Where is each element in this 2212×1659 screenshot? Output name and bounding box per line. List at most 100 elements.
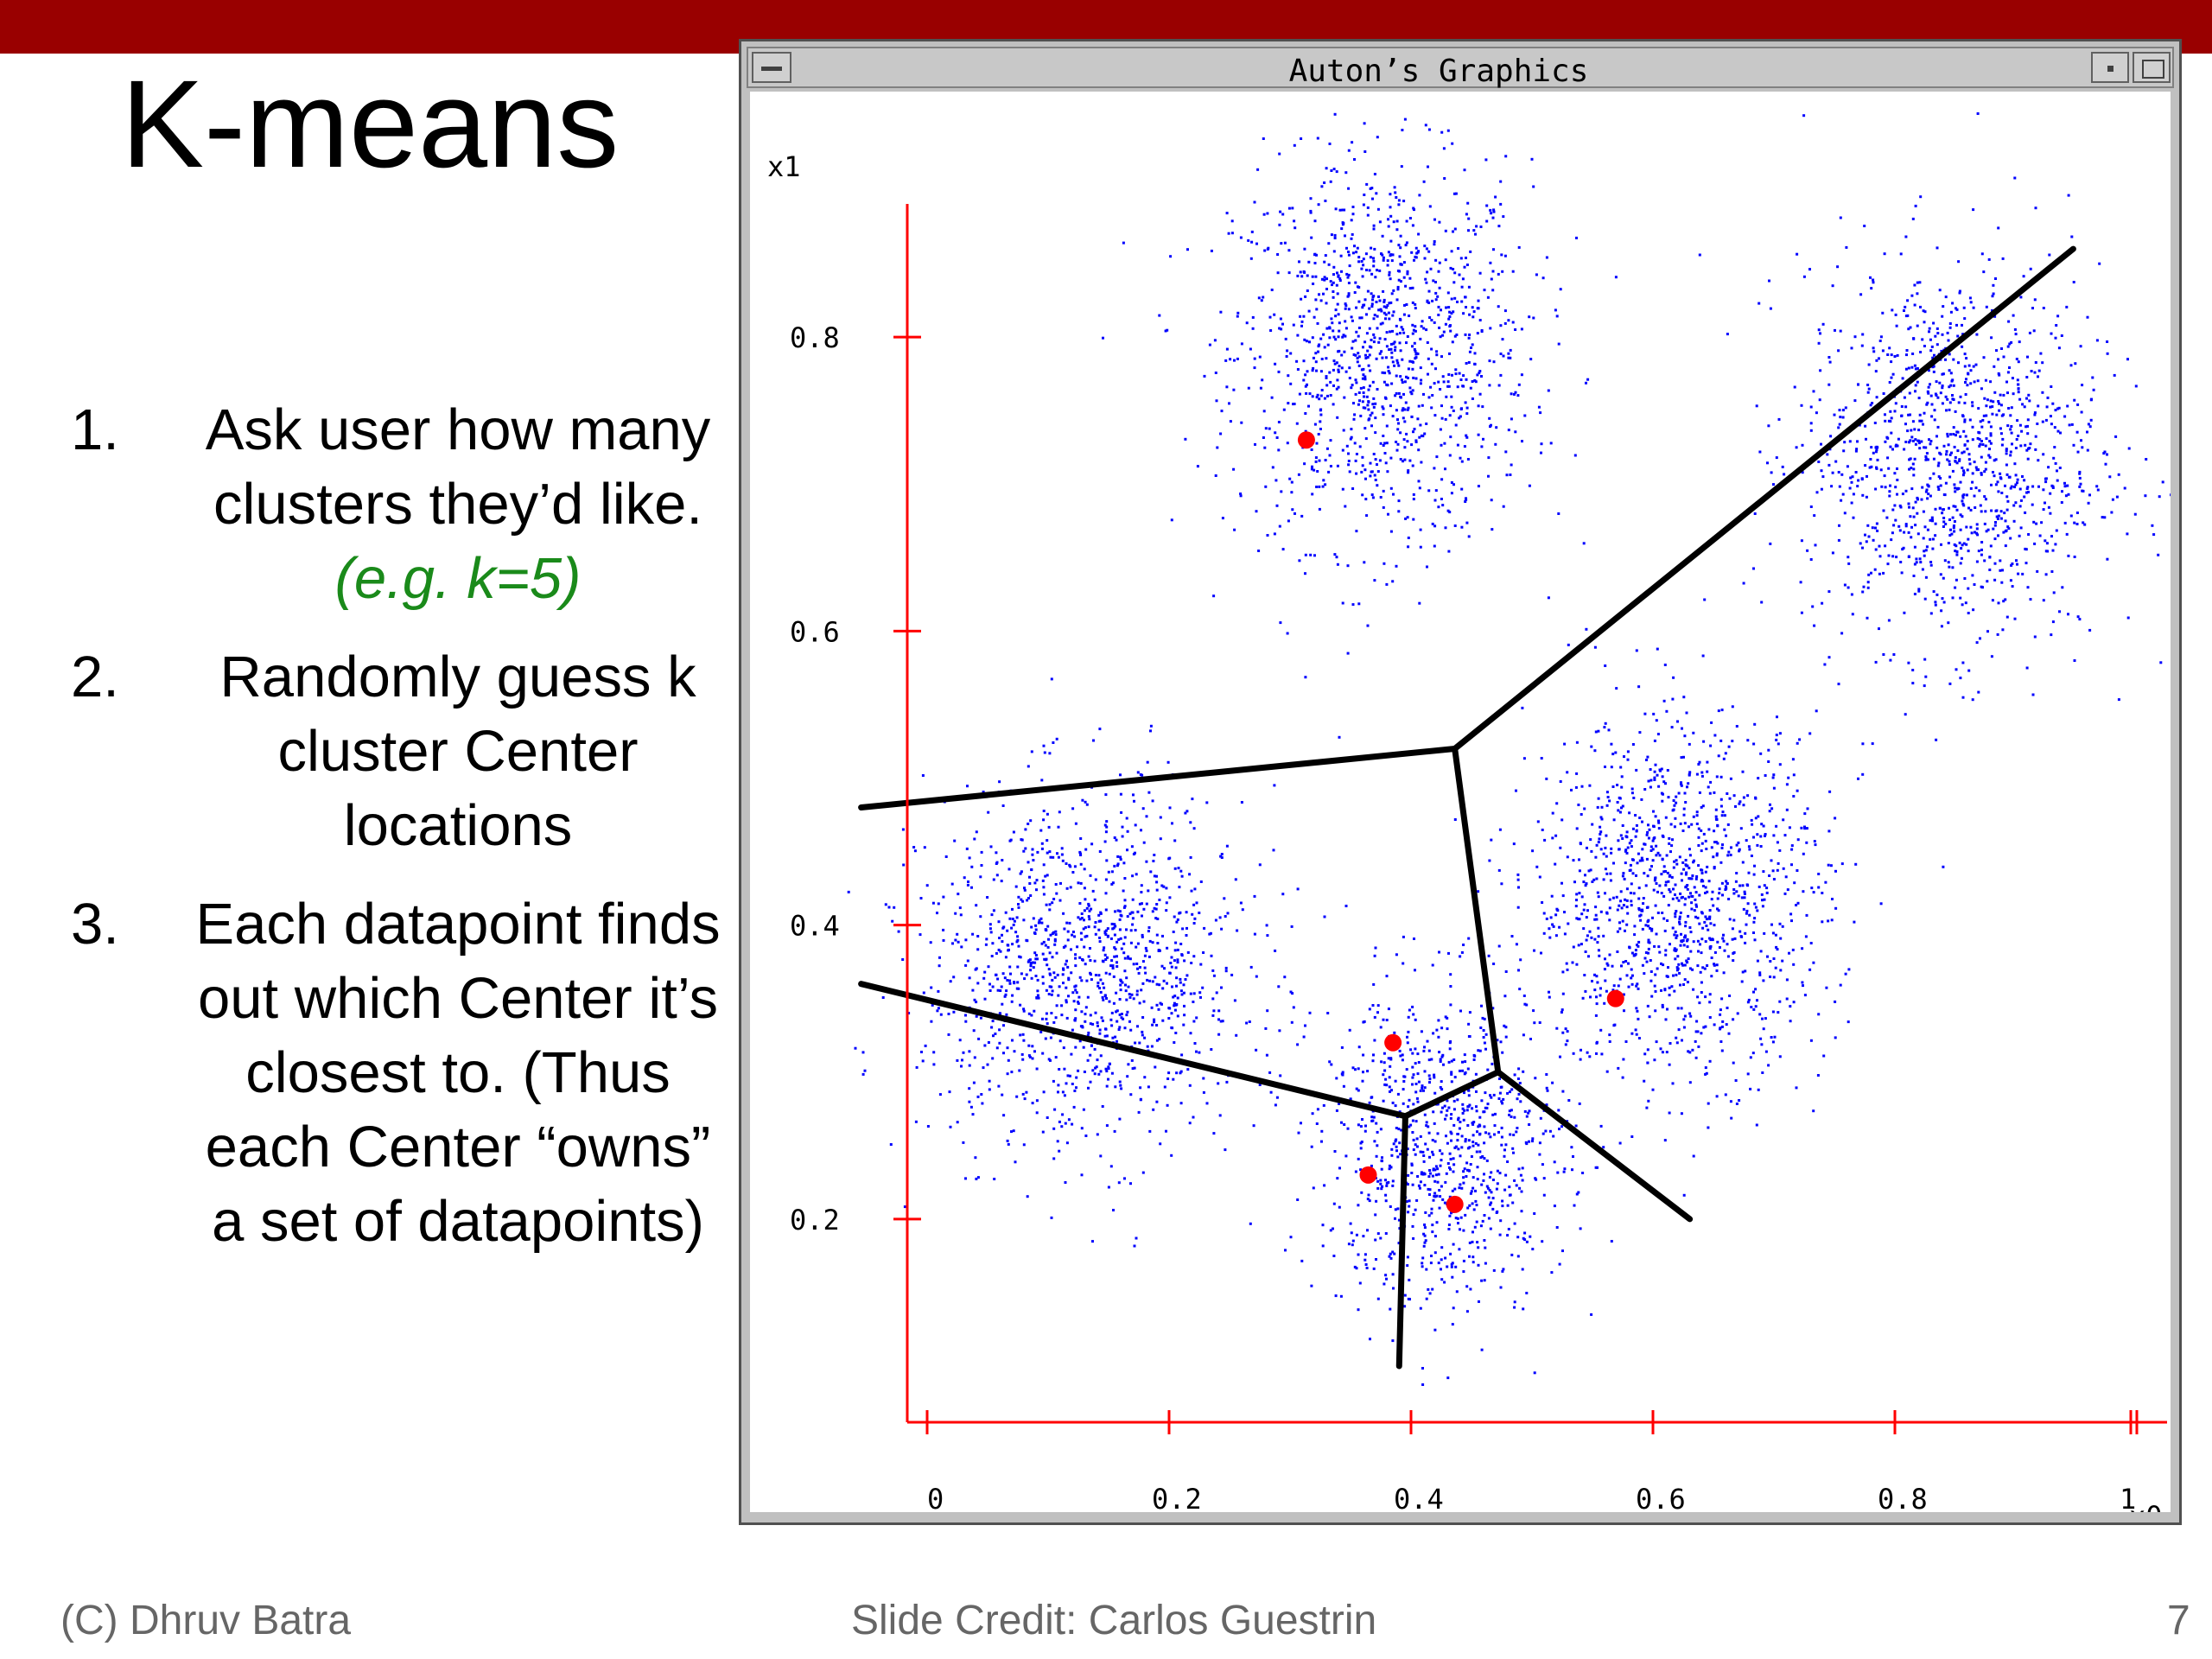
datapoint [1770, 859, 1773, 862]
datapoint [1961, 451, 1964, 454]
datapoint [1635, 829, 1638, 832]
datapoint [1532, 316, 1535, 320]
datapoint [1034, 957, 1038, 961]
datapoint [1045, 929, 1048, 932]
datapoint [1715, 963, 1719, 967]
window-menu-icon[interactable] [752, 52, 791, 83]
datapoint [1637, 1017, 1640, 1020]
datapoint [1967, 364, 1971, 367]
datapoint [1218, 916, 1222, 919]
datapoint [1363, 194, 1366, 196]
datapoint [1516, 906, 1520, 909]
datapoint [1316, 393, 1319, 397]
datapoint [1279, 621, 1282, 625]
datapoint [1973, 461, 1976, 464]
datapoint [1909, 439, 1912, 442]
datapoint [1336, 292, 1339, 296]
datapoint [2017, 360, 2020, 364]
datapoint [1278, 524, 1281, 528]
datapoint [1914, 384, 1917, 387]
datapoint [1363, 378, 1367, 381]
datapoint [902, 863, 906, 867]
datapoint [1412, 1103, 1415, 1106]
datapoint [1489, 327, 1492, 330]
datapoint [1847, 556, 1850, 559]
datapoint [1941, 372, 1944, 376]
datapoint [1583, 974, 1586, 976]
datapoint [1099, 912, 1103, 915]
datapoint [1114, 910, 1116, 913]
datapoint [1176, 996, 1179, 1000]
datapoint [1999, 427, 2002, 430]
datapoint [1109, 964, 1113, 968]
datapoint [1756, 833, 1759, 836]
datapoint [1332, 273, 1335, 276]
datapoint [1792, 963, 1796, 966]
datapoint [1070, 948, 1072, 951]
datapoint [1948, 369, 1951, 372]
datapoint [1341, 487, 1344, 491]
datapoint [1448, 414, 1452, 417]
datapoint [1276, 271, 1280, 275]
datapoint [1190, 889, 1193, 893]
datapoint [1979, 442, 1982, 446]
window-titlebar[interactable]: Auton’s Graphics [747, 47, 2174, 89]
datapoint [1411, 1131, 1414, 1134]
datapoint [1248, 1020, 1251, 1023]
datapoint [1338, 365, 1341, 368]
datapoint [1465, 362, 1468, 365]
datapoint [1338, 1166, 1341, 1170]
datapoint [1119, 937, 1122, 940]
datapoint [1506, 1204, 1510, 1207]
datapoint [1220, 986, 1223, 989]
datapoint [1080, 917, 1084, 920]
datapoint [1303, 338, 1306, 341]
datapoint [1929, 383, 1931, 386]
datapoint [1068, 863, 1071, 867]
datapoint [1681, 727, 1683, 730]
datapoint [1214, 372, 1217, 374]
datapoint [1155, 874, 1158, 878]
datapoint [1621, 874, 1624, 878]
datapoint [1630, 904, 1633, 907]
datapoint [1405, 241, 1408, 245]
datapoint [1685, 864, 1688, 868]
datapoint [1796, 901, 1800, 905]
datapoint [1599, 994, 1602, 997]
datapoint [1171, 985, 1173, 988]
datapoint [1965, 493, 1968, 497]
datapoint [1470, 346, 1472, 349]
datapoint [1608, 1040, 1611, 1043]
datapoint [1575, 963, 1579, 966]
datapoint [1402, 1088, 1405, 1091]
datapoint [1686, 961, 1689, 964]
datapoint [1538, 1141, 1541, 1145]
datapoint [1967, 612, 1970, 614]
datapoint [1769, 803, 1771, 806]
datapoint [1181, 927, 1185, 931]
datapoint [1585, 882, 1588, 886]
datapoint [1168, 971, 1172, 975]
datapoint [992, 909, 995, 912]
datapoint [1448, 511, 1452, 514]
datapoint [1617, 809, 1620, 812]
datapoint [982, 1066, 985, 1070]
datapoint [1437, 505, 1440, 509]
datapoint [1558, 925, 1561, 929]
datapoint [1394, 1217, 1396, 1220]
datapoint [1210, 1048, 1213, 1051]
datapoint [1399, 458, 1402, 461]
datapoint [1120, 1016, 1123, 1020]
datapoint [1433, 218, 1436, 221]
datapoint [1459, 257, 1463, 260]
datapoint [1673, 947, 1676, 950]
window-maximize-icon[interactable] [2133, 52, 2171, 83]
datapoint [1661, 1006, 1664, 1008]
datapoint [1872, 350, 1876, 353]
datapoint [1419, 423, 1422, 427]
datapoint [1297, 473, 1300, 476]
datapoint [2018, 423, 2022, 427]
step-3: 3. Each datapoint finds out which Center… [35, 887, 743, 1259]
window-minimize-icon[interactable] [2091, 52, 2129, 83]
datapoint [1516, 873, 1520, 876]
